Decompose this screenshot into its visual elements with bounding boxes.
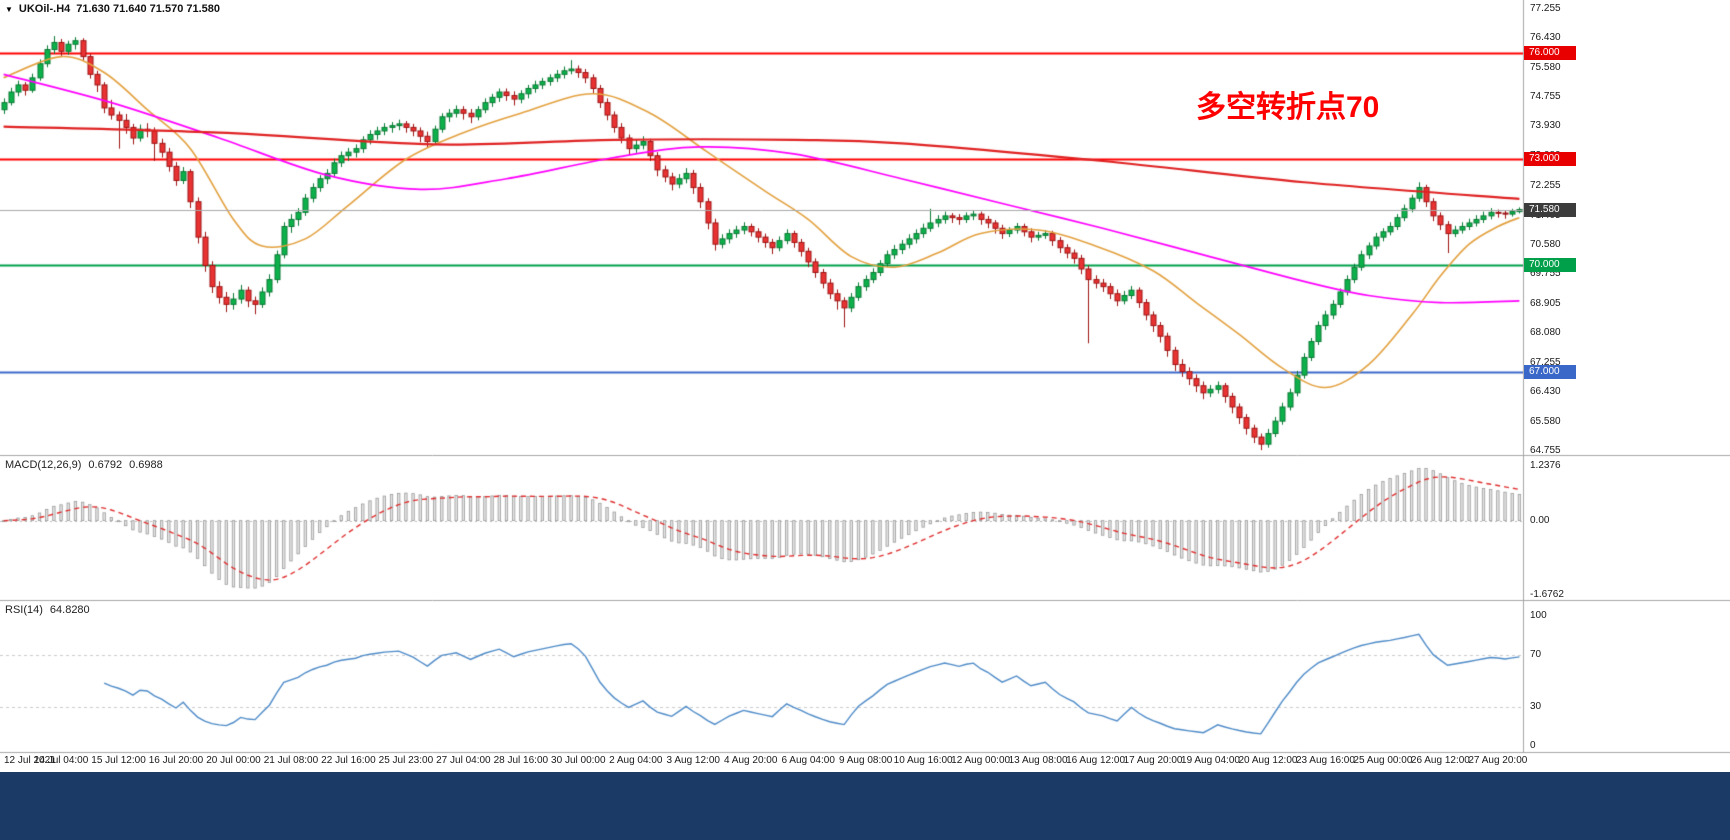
- rsi-axis-label: 100: [1530, 610, 1547, 621]
- rsi-axis-label: 30: [1530, 701, 1542, 712]
- time-axis-label: 3 Aug 12:00: [666, 755, 720, 766]
- macd-axis-label: 1.2376: [1530, 459, 1561, 471]
- time-axis-label: 2 Aug 04:00: [609, 755, 663, 766]
- time-axis-label: 4 Aug 20:00: [724, 755, 778, 766]
- chart-canvas[interactable]: [0, 0, 1730, 772]
- rsi-axis[interactable]: 100 70 30 0: [1523, 0, 1730, 752]
- time-axis-label: 10 Aug 16:00: [893, 755, 953, 766]
- current-price-badge: 71.580: [1524, 202, 1576, 217]
- price-level-badge: 67.000: [1524, 364, 1576, 379]
- price-axis[interactable]: 77.25576.43075.58074.75573.93073.08072.2…: [1523, 0, 1730, 752]
- time-axis-label: 15 Jul 12:00: [91, 755, 146, 766]
- time-axis-label: 27 Jul 04:00: [436, 755, 491, 766]
- price-axis-label: 69.755: [1530, 268, 1561, 280]
- price-axis-label: 74.755: [1530, 91, 1561, 103]
- time-axis-label: 9 Aug 08:00: [838, 755, 893, 766]
- macd-axis-label: 0.00: [1530, 514, 1550, 526]
- ohlc-quote: 71.630 71.640 71.570 71.580: [76, 3, 221, 15]
- time-axis-label: 21 Jul 08:00: [263, 755, 319, 766]
- rsi-axis-label: 70: [1530, 649, 1542, 660]
- time-axis-label: 19 Aug 04:00: [1181, 755, 1240, 766]
- time-axis-label: 30 Jul 00:00: [551, 755, 606, 766]
- rsi-name: RSI(14): [5, 604, 43, 616]
- price-axis-label: 66.430: [1530, 385, 1561, 397]
- price-axis-label: 67.255: [1530, 356, 1561, 368]
- time-axis-label: 20 Aug 12:00: [1238, 755, 1298, 766]
- price-axis-label: 70.580: [1530, 238, 1561, 250]
- time-axis-label: 17 Aug 20:00: [1123, 755, 1183, 766]
- time-axis-label: 25 Jul 23:00: [378, 755, 434, 766]
- price-axis-label: 68.905: [1530, 298, 1561, 310]
- chart-title: ▼ UKOil-.H4 71.630 71.640 71.570 71.580: [5, 3, 220, 15]
- time-axis-label: 26 Aug 12:00: [1410, 755, 1470, 766]
- time-axis-label: 23 Aug 16:00: [1295, 755, 1355, 766]
- time-axis-label: 28 Jul 16:00: [493, 755, 549, 766]
- time-axis-label: 16 Aug 12:00: [1066, 755, 1126, 766]
- price-level-badge: 76.000: [1524, 46, 1576, 61]
- price-axis-label: 77.255: [1530, 2, 1561, 14]
- time-axis-label: 13 Aug 08:00: [1008, 755, 1068, 766]
- time-axis-label: 14 Jul 04:00: [33, 755, 89, 766]
- time-axis-label: 22 Jul 16:00: [321, 755, 376, 766]
- price-level-badge: 73.000: [1524, 152, 1576, 167]
- macd-value-signal: 0.6988: [129, 459, 163, 471]
- rsi-indicator-label: RSI(14) 64.8280: [5, 604, 90, 616]
- rsi-value: 64.8280: [49, 604, 90, 616]
- time-axis-label: 20 Jul 00:00: [206, 755, 261, 766]
- time-axis-label: 12 Aug 00:00: [951, 755, 1011, 766]
- price-axis-label: 64.755: [1530, 445, 1561, 457]
- price-axis-label: 72.255: [1530, 179, 1561, 191]
- macd-value-main: 0.6792: [88, 459, 123, 471]
- macd-name: MACD(12,26,9): [5, 459, 82, 471]
- macd-indicator-label: MACD(12,26,9) 0.6792 0.6988: [5, 459, 163, 471]
- macd-axis-label: -1.6762: [1530, 588, 1564, 600]
- rsi-axis-label: 0: [1530, 740, 1536, 751]
- bottom-bar: [0, 772, 1730, 840]
- time-axis-label: 27 Aug 20:00: [1468, 755, 1528, 766]
- time-axis-label: 12 Jul 2021: [4, 755, 56, 766]
- price-level-badge: 70.000: [1524, 258, 1576, 273]
- time-axis[interactable]: 12 Jul 2021 14 Jul 04:00 15 Jul 12:00 16 Ju…: [0, 752, 1730, 772]
- symbol-dropdown-icon[interactable]: ▼: [5, 4, 13, 14]
- macd-axis[interactable]: 1.2376 0.00 -1.6762: [1523, 0, 1730, 752]
- price-axis-label: 76.430: [1530, 31, 1561, 43]
- time-axis-label: 25 Aug 00:00: [1353, 755, 1413, 766]
- price-axis-label: 73.930: [1530, 120, 1561, 132]
- price-axis-label: 65.580: [1530, 415, 1561, 427]
- symbol-name: UKOil-.H4: [18, 3, 71, 15]
- time-axis-label: 16 Jul 20:00: [148, 755, 204, 766]
- time-axis-label: 6 Aug 04:00: [781, 755, 835, 766]
- price-axis-label: 75.580: [1530, 61, 1561, 73]
- price-axis-label: 68.080: [1530, 327, 1561, 339]
- annotation-text: 多空转折点70: [1196, 91, 1380, 124]
